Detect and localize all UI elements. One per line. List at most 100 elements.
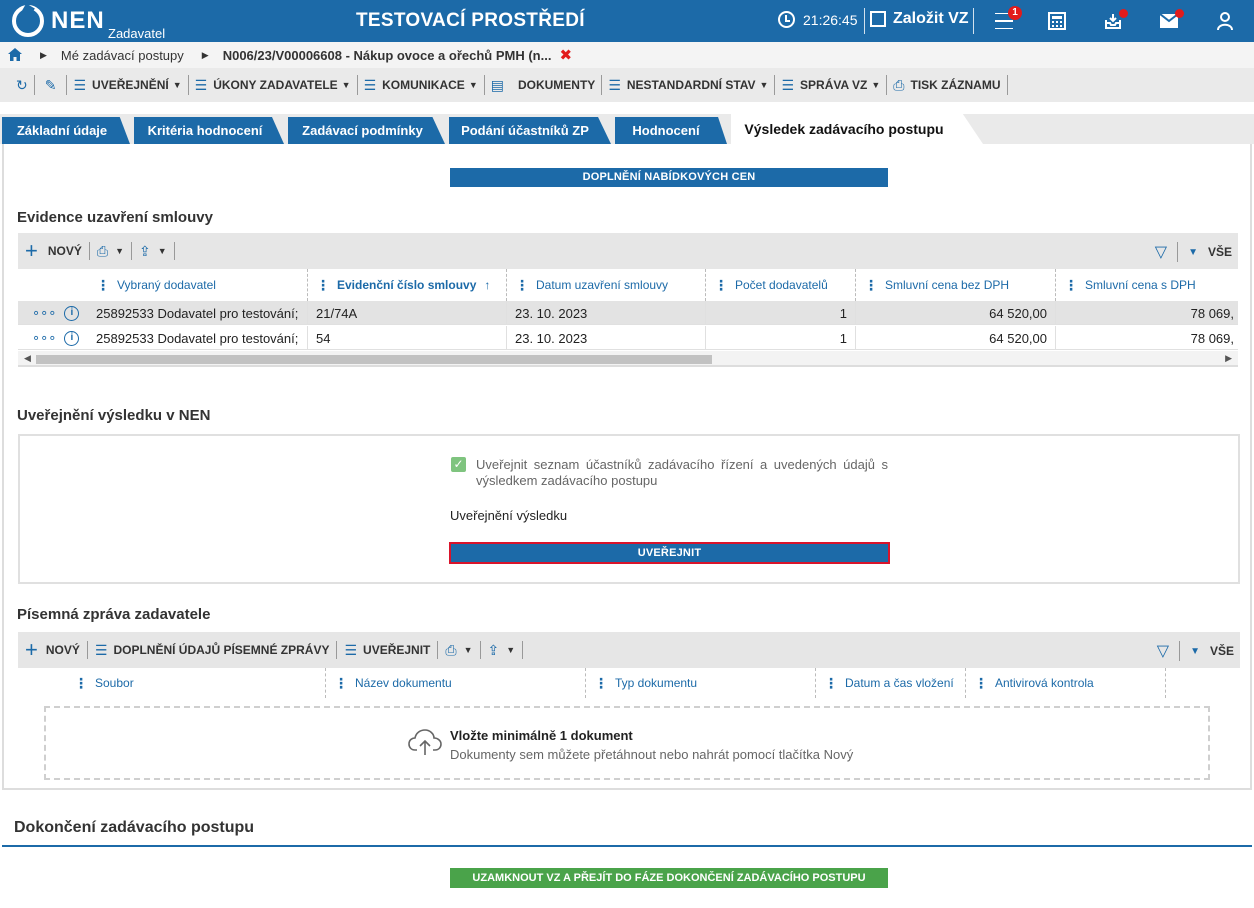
col-contract-number[interactable]: ⋮ Evidenční číslo smlouvy ↑ <box>308 269 507 301</box>
breadcrumb-current-tender[interactable]: N006/23/V00006608 - Nákup ovoce a ořechů… <box>222 47 552 63</box>
nen-logo[interactable]: NEN <box>12 5 105 37</box>
tab-tender-conditions[interactable]: Zadávací podmínky <box>288 117 445 144</box>
report-grid-toolbar: + NOVÝ ☰ DOPLNĚNÍ ÚDAJŮ PÍSEMNÉ ZPRÁVY ☰ UV… <box>18 632 1240 668</box>
tender-admin-menu[interactable]: ☰ SPRÁVA VZ ▼ <box>775 75 888 95</box>
tab-label: Zadávací podmínky <box>302 123 423 138</box>
tab-label: Podání účastníků ZP <box>461 123 589 138</box>
print-menu[interactable]: ⎙ ▼ <box>90 242 132 260</box>
export-menu[interactable]: ⇪ ▼ <box>132 242 175 260</box>
caret-down-icon: ▼ <box>172 80 182 90</box>
column-menu-icon[interactable]: ⋮ <box>96 276 110 293</box>
col-document-type[interactable]: ⋮ Typ dokumentu <box>586 668 816 698</box>
print-record-button[interactable]: ⎙ TISK ZÁZNAMU <box>887 75 1008 95</box>
inbox-icon[interactable] <box>1101 10 1125 32</box>
column-menu-icon[interactable]: ⋮ <box>74 674 88 691</box>
table-row[interactable]: ∘∘∘ i 25892533 Dodavatel pro testování; 2… <box>18 301 1238 325</box>
show-all-button[interactable]: VŠE <box>1207 245 1232 259</box>
col-supplier-count[interactable]: ⋮ Počet dodavatelů <box>706 269 856 301</box>
top-bar: NEN Zadavatel TESTOVACÍ PROSTŘEDÍ 21:26:… <box>0 0 1254 42</box>
column-menu-icon[interactable]: ⋮ <box>316 276 330 293</box>
tab-basic-info[interactable]: Základní údaje <box>2 117 130 144</box>
horizontal-scrollbar[interactable]: ◀ ▶ <box>18 351 1238 367</box>
breadcrumb-my-procedures[interactable]: Mé zadávací postupy <box>60 47 184 63</box>
calculator-icon[interactable] <box>1045 10 1069 32</box>
column-menu-icon[interactable]: ⋮ <box>974 674 988 691</box>
col-supplier[interactable]: ⋮ Vybraný dodavatel <box>88 269 308 301</box>
col-price-without-vat[interactable]: ⋮ Smluvní cena bez DPH <box>856 269 1056 301</box>
logo-text: NEN <box>51 7 105 34</box>
scrollbar-thumb[interactable] <box>36 355 712 364</box>
column-menu-icon[interactable]: ⋮ <box>824 674 838 691</box>
cell-contract-number: 21/74A <box>308 301 507 325</box>
document-drop-zone[interactable]: Vložte minimálně 1 dokument Dokumenty se… <box>44 706 1210 780</box>
lock-and-complete-button[interactable]: UZAMKNOUT VZ A PŘEJÍT DO FÁZE DOKONČENÍ … <box>450 868 888 888</box>
column-menu-icon[interactable]: ⋮ <box>864 276 878 293</box>
edit-button[interactable]: ✎ <box>35 75 68 95</box>
info-icon[interactable]: i <box>64 330 80 346</box>
export-menu[interactable]: ⇪ ▼ <box>481 641 524 659</box>
tab-evaluation-criteria[interactable]: Kritéria hodnocení <box>134 117 284 144</box>
scroll-right-icon[interactable]: ▶ <box>1225 353 1232 363</box>
caret-down-icon[interactable]: ▼ <box>1188 246 1198 258</box>
tab-result[interactable]: Výsledek zadávacího postupu <box>731 114 983 144</box>
contract-evidence-title: Evidence uzavření smlouvy <box>17 209 213 226</box>
sort-up-icon: ↑ <box>484 278 491 292</box>
col-inserted-at[interactable]: ⋮ Datum a čas vložení <box>816 668 966 698</box>
create-tender-button[interactable]: Založit VZ <box>870 10 969 28</box>
show-all-button[interactable]: VŠE <box>1209 644 1234 658</box>
col-label: Smluvní cena bez DPH <box>885 278 1010 292</box>
caret-down-icon[interactable]: ▼ <box>1190 645 1200 657</box>
publication-menu[interactable]: ☰ UVEŘEJNĚNÍ ▼ <box>67 75 189 95</box>
col-label: Název dokumentu <box>355 676 452 690</box>
column-menu-icon[interactable]: ⋮ <box>714 276 728 293</box>
tab-evaluation[interactable]: Hodnocení <box>615 117 727 144</box>
publish-participants-checkbox[interactable]: ✓ <box>451 457 466 472</box>
column-menu-icon[interactable]: ⋮ <box>515 276 529 293</box>
supplement-prices-button[interactable]: DOPLNĚNÍ NABÍDKOVÝCH CEN <box>450 168 888 187</box>
col-price-with-vat[interactable]: ⋮ Smluvní cena s DPH <box>1056 269 1238 301</box>
menu-icon[interactable] <box>992 10 1016 32</box>
more-options-icon[interactable]: ∘∘∘ <box>32 330 57 345</box>
environment-title: TESTOVACÍ PROSTŘEDÍ <box>356 10 585 31</box>
table-row[interactable]: ∘∘∘ i 25892533 Dodavatel pro testování; 5… <box>18 326 1238 350</box>
tab-label: Výsledek zadávacího postupu <box>744 121 944 137</box>
actions-menu[interactable]: ☰ ÚKONY ZADAVATELE ▼ <box>189 75 358 95</box>
report-supplement-button[interactable]: ☰ DOPLNĚNÍ ÚDAJŮ PÍSEMNÉ ZPRÁVY <box>88 641 338 659</box>
print-menu[interactable]: ⎙ ▼ <box>438 641 481 659</box>
more-options-icon[interactable]: ∘∘∘ <box>32 305 57 320</box>
completion-title: Dokončení zadávacího postupu <box>14 819 255 836</box>
column-menu-icon[interactable]: ⋮ <box>594 674 608 691</box>
new-document-button[interactable]: + NOVÝ <box>18 639 88 661</box>
close-icon[interactable]: ✖ <box>559 47 573 64</box>
nonstandard-state-menu[interactable]: ☰ NESTANDARDNÍ STAV ▼ <box>602 75 776 95</box>
menu-badge: 1 <box>1008 6 1022 20</box>
publish-report-button[interactable]: ☰ UVEŘEJNIT <box>337 641 439 659</box>
export-icon: ⇪ <box>139 242 151 259</box>
col-document-name[interactable]: ⋮ Název dokumentu <box>326 668 586 698</box>
refresh-button[interactable]: ↻ <box>10 75 35 95</box>
home-icon[interactable] <box>8 48 22 62</box>
logo-icon <box>12 5 44 37</box>
user-icon[interactable] <box>1213 10 1237 32</box>
tab-submissions[interactable]: Podání účastníků ZP <box>449 117 611 144</box>
print-icon: ⎙ <box>893 76 905 93</box>
col-label: Vybraný dodavatel <box>117 278 216 292</box>
list-icon: ☰ <box>363 76 377 93</box>
column-menu-icon[interactable]: ⋮ <box>1064 276 1078 293</box>
col-file[interactable]: ⋮ Soubor <box>66 668 326 698</box>
filter-icon[interactable]: ▽ <box>1155 242 1179 262</box>
filter-icon[interactable]: ▽ <box>1157 641 1181 661</box>
report-grid-header: ⋮ Soubor ⋮ Název dokumentu ⋮ Typ dokumentu … <box>18 668 1238 698</box>
col-contract-date[interactable]: ⋮ Datum uzavření smlouvy <box>507 269 706 301</box>
nonstandard-state-label: NESTANDARDNÍ STAV <box>626 78 756 92</box>
new-contract-button[interactable]: + NOVÝ <box>18 240 90 262</box>
list-icon: ☰ <box>781 76 795 93</box>
export-icon: ⇪ <box>487 641 500 658</box>
scroll-left-icon[interactable]: ◀ <box>24 353 31 363</box>
communication-menu[interactable]: ☰ KOMUNIKACE ▼ <box>358 75 485 95</box>
info-icon[interactable]: i <box>64 305 80 321</box>
publish-result-button[interactable]: UVEŘEJNIT <box>449 542 890 564</box>
column-menu-icon[interactable]: ⋮ <box>334 674 348 691</box>
documents-button[interactable]: ▤ DOKUMENTY <box>485 75 603 95</box>
col-antivirus[interactable]: ⋮ Antivirová kontrola <box>966 668 1166 698</box>
